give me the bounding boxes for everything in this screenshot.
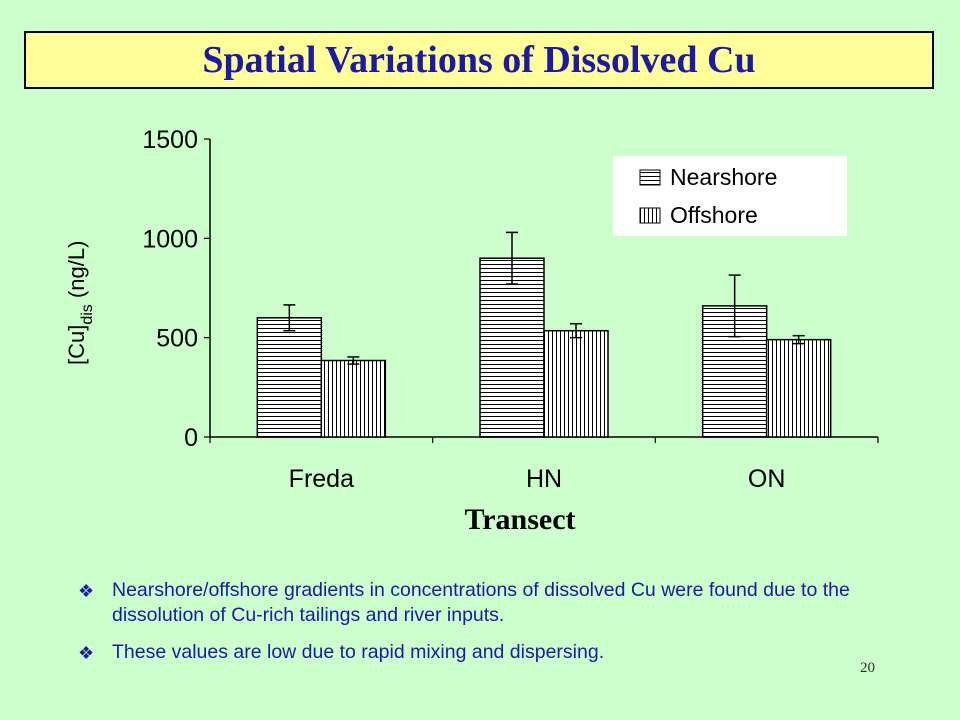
- bullet-text: These values are low due to rapid mixing…: [112, 641, 605, 663]
- x-tick-label: ON: [748, 465, 786, 493]
- title-banner: Spatial Variations of Dissolved Cu: [24, 31, 934, 89]
- x-tick-label: HN: [526, 465, 562, 493]
- legend-label: Offshore: [670, 202, 758, 228]
- y-tick-label: 500: [156, 325, 198, 353]
- axis-labels: [Cu]dis (ng/L) Transect: [64, 241, 576, 536]
- y-tick-label: 0: [184, 424, 198, 452]
- bullet-item: ❖ These values are low due to rapid mixi…: [78, 640, 908, 665]
- y-tick-label: 1500: [142, 126, 198, 154]
- bar-nearshore-hn: [479, 257, 545, 438]
- bar-offshore-freda: [320, 359, 387, 438]
- diamond-bullet-icon: ❖: [78, 581, 95, 601]
- page-number: 20: [860, 660, 875, 676]
- bar-offshore-on: [765, 338, 832, 438]
- bullet-text: Nearshore/offshore gradients in concentr…: [112, 579, 850, 626]
- bars: Freda HN ON: [256, 231, 832, 493]
- bullet-list: ❖ Nearshore/offshore gradients in concen…: [78, 578, 908, 677]
- y-tick-label: 1000: [142, 225, 198, 253]
- diamond-bullet-icon: ❖: [78, 643, 95, 663]
- y-axis-label: [Cu]dis (ng/L): [64, 241, 96, 365]
- slide-title: Spatial Variations of Dissolved Cu: [202, 39, 756, 81]
- legend-swatch-nearshore: [639, 169, 661, 186]
- legend-label: Nearshore: [670, 164, 777, 190]
- bar-chart: 0 500 1000 1500 Freda HN ON Nearshore Offshore…: [64, 126, 879, 536]
- bar-offshore-hn: [543, 329, 609, 438]
- legend: Nearshore Offshore: [613, 156, 847, 236]
- bullet-item: ❖ Nearshore/offshore gradients in concen…: [78, 578, 908, 628]
- bar-nearshore-freda: [256, 317, 323, 438]
- legend-swatch-offshore: [639, 207, 661, 224]
- x-axis-label: Transect: [464, 503, 575, 536]
- x-tick-label: Freda: [289, 465, 354, 493]
